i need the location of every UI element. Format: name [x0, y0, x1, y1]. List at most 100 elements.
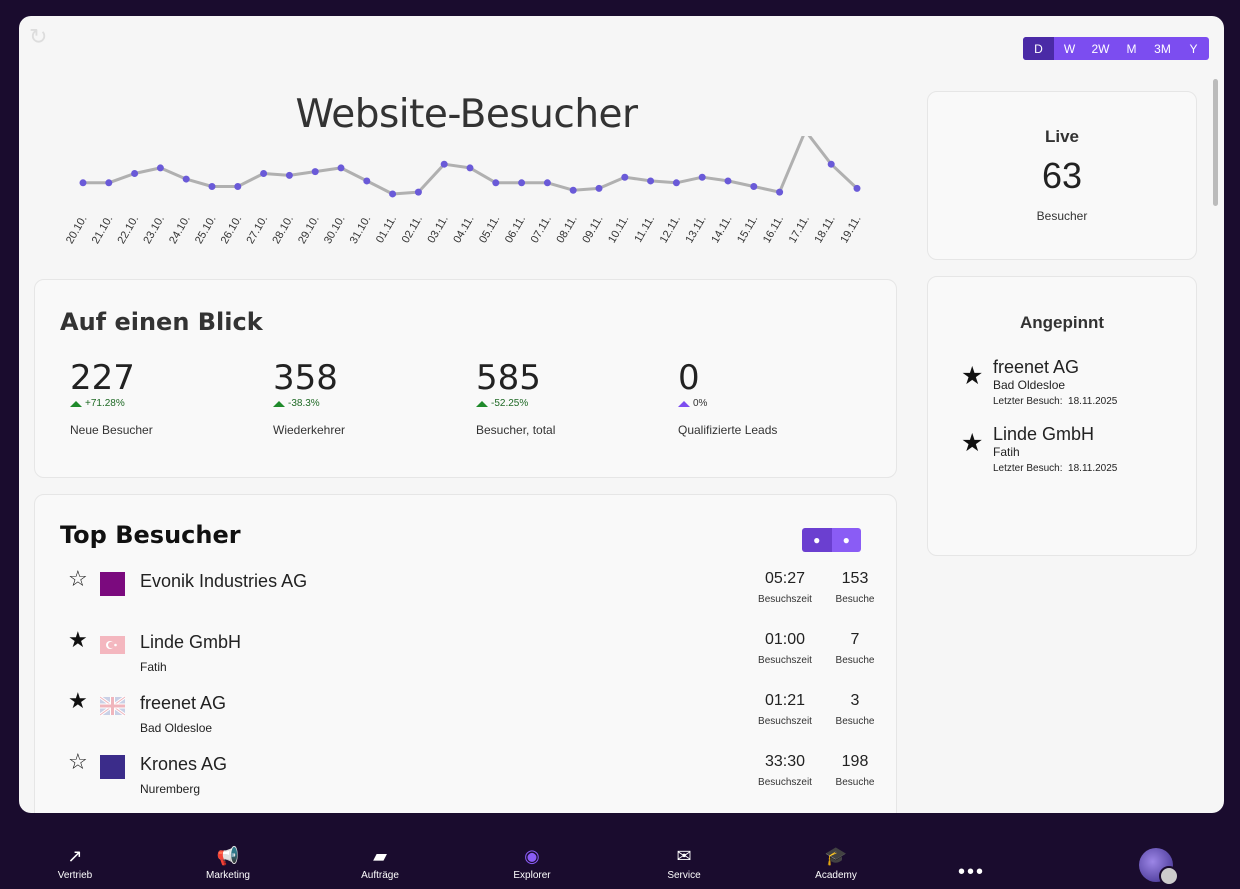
data-point[interactable]: [182, 175, 190, 183]
star-filled-icon[interactable]: ★: [68, 627, 88, 652]
live-label: Live: [1044, 127, 1080, 146]
nav-item-auftraege[interactable]: ▰ Aufträge: [330, 846, 430, 881]
table-row[interactable]: ☆ Evonik Industries AG 05:27 Besuchszeit …: [60, 566, 874, 619]
range-option-d[interactable]: D: [1023, 37, 1054, 60]
range-option-y[interactable]: Y: [1189, 41, 1198, 56]
data-point[interactable]: [827, 160, 835, 168]
star-outline-icon[interactable]: ☆: [68, 749, 88, 774]
metric-value: 227: [70, 358, 135, 398]
visit-time-value: 05:27: [764, 570, 806, 587]
metric-delta: -38.3%: [273, 398, 473, 409]
x-tick-label: 11.11.: [632, 214, 657, 245]
pinned-last-visit: Letzter Besuch: 18.11.2025: [993, 463, 1181, 474]
star-filled-icon[interactable]: ★: [68, 688, 88, 713]
data-point[interactable]: [363, 177, 371, 185]
visit-time-label: Besuchszeit: [758, 716, 812, 727]
data-point[interactable]: [285, 171, 293, 179]
metric-total: 585 -52.25% Besucher, total: [476, 358, 676, 437]
range-option-2w[interactable]: 2W: [1091, 41, 1110, 56]
data-point[interactable]: [156, 164, 164, 172]
nav-item-academy[interactable]: 🎓 Academy: [786, 846, 886, 881]
data-point[interactable]: [337, 164, 345, 172]
data-point[interactable]: [260, 170, 268, 177]
visit-time-value: 01:21: [764, 692, 806, 709]
data-point[interactable]: [647, 177, 655, 185]
visit-time-label: Besuchszeit: [758, 777, 812, 788]
pinned-last-visit: Letzter Besuch: 18.11.2025: [993, 396, 1181, 407]
scrollbar[interactable]: [1213, 79, 1218, 206]
more-icon[interactable]: •••: [958, 861, 986, 883]
nav-item-marketing[interactable]: 📢 Marketing: [178, 846, 278, 881]
range-option-w[interactable]: W: [1063, 41, 1076, 56]
nav-item-explorer[interactable]: ◉ Explorer: [482, 846, 582, 881]
data-point[interactable]: [234, 183, 242, 191]
data-point[interactable]: [672, 179, 680, 187]
nav-item-service[interactable]: ✉ Service: [634, 846, 734, 881]
visit-count: 153 Besuche: [830, 570, 880, 605]
star-filled-icon[interactable]: ★: [961, 362, 984, 390]
ghost-icon[interactable]: ●: [802, 528, 832, 552]
data-point[interactable]: [853, 184, 861, 192]
x-tick-label: 05.11.: [477, 214, 502, 246]
x-tick-label: 12.11.: [658, 214, 683, 246]
company-location: Fatih: [140, 660, 167, 674]
live-count: 63: [1041, 155, 1083, 196]
last-visit-label: Letzter Besuch:: [993, 463, 1063, 474]
data-point[interactable]: [595, 184, 603, 192]
data-point[interactable]: [518, 179, 526, 187]
data-point[interactable]: [569, 186, 577, 194]
pinned-location: Fatih: [993, 445, 1020, 459]
data-point[interactable]: [440, 160, 448, 168]
refresh-icon[interactable]: ↻: [29, 24, 48, 49]
data-point[interactable]: [724, 177, 732, 185]
metric-value: 0: [678, 358, 700, 398]
data-point[interactable]: [698, 173, 706, 181]
company-logo: [100, 572, 125, 596]
x-tick-label: 28.10.: [270, 214, 296, 246]
table-row[interactable]: ★ freenet AG Bad Oldesloe 01:21 Besuchsze…: [60, 688, 874, 741]
data-point[interactable]: [105, 179, 113, 187]
visit-count-label: Besuche: [835, 594, 875, 605]
range-option-m[interactable]: M: [1126, 41, 1137, 56]
visit-count: 198 Besuche: [830, 753, 880, 788]
visit-time: 33:30 Besuchszeit: [755, 753, 815, 788]
nav-item-vertrieb[interactable]: ↗ Vertrieb: [25, 846, 125, 881]
metric-value: 358: [273, 358, 338, 398]
data-point[interactable]: [466, 164, 474, 172]
data-point[interactable]: [131, 170, 139, 177]
data-point[interactable]: [492, 179, 500, 187]
pinned-item[interactable]: ★ Linde GmbH Fatih Letzter Besuch: 18.11…: [961, 424, 1181, 474]
trend-up-icon: [70, 400, 82, 407]
x-tick-label: 22.10.: [116, 214, 142, 246]
range-option-3m[interactable]: 3M: [1154, 41, 1171, 56]
data-point[interactable]: [543, 179, 551, 187]
x-tick-label: 02.11.: [400, 214, 425, 246]
table-row[interactable]: ★ Linde GmbH Fatih 01:00 Besuchszeit 7 Bes…: [60, 627, 874, 680]
x-tick-label: 21.10.: [90, 214, 116, 246]
data-point[interactable]: [776, 188, 784, 196]
pinned-item[interactable]: ★ freenet AG Bad Oldesloe Letzter Besuch…: [961, 357, 1181, 407]
metric-delta: +71.28%: [70, 398, 270, 409]
x-tick-label: 14.11.: [709, 214, 734, 246]
visit-time: 05:27 Besuchszeit: [755, 570, 815, 605]
data-point[interactable]: [389, 190, 397, 198]
x-tick-label: 06.11.: [503, 213, 528, 245]
data-point[interactable]: [311, 168, 319, 176]
megaphone-icon: 📢: [216, 846, 240, 866]
x-tick-label: 25.10.: [193, 214, 219, 246]
data-point[interactable]: [208, 183, 216, 191]
bottom-navigation: ↗ Vertrieb 📢 Marketing ▰ Aufträge ◉ Expl…: [0, 813, 1240, 889]
visit-time: 01:21 Besuchszeit: [755, 692, 815, 727]
star-filled-icon[interactable]: ★: [961, 429, 984, 457]
visit-count-value: 3: [850, 692, 860, 709]
data-point[interactable]: [414, 188, 422, 196]
data-point[interactable]: [79, 179, 87, 187]
trending-up-icon: ↗: [67, 846, 83, 866]
table-row[interactable]: ☆ Krones AG Nuremberg 33:30 Besuchszeit 1…: [60, 749, 874, 802]
avatar[interactable]: [1139, 848, 1179, 886]
data-point[interactable]: [750, 183, 758, 191]
person-icon[interactable]: ●: [831, 528, 861, 552]
star-outline-icon[interactable]: ☆: [68, 566, 88, 591]
x-tick-label: 10.11.: [606, 214, 631, 246]
data-point[interactable]: [621, 173, 629, 181]
